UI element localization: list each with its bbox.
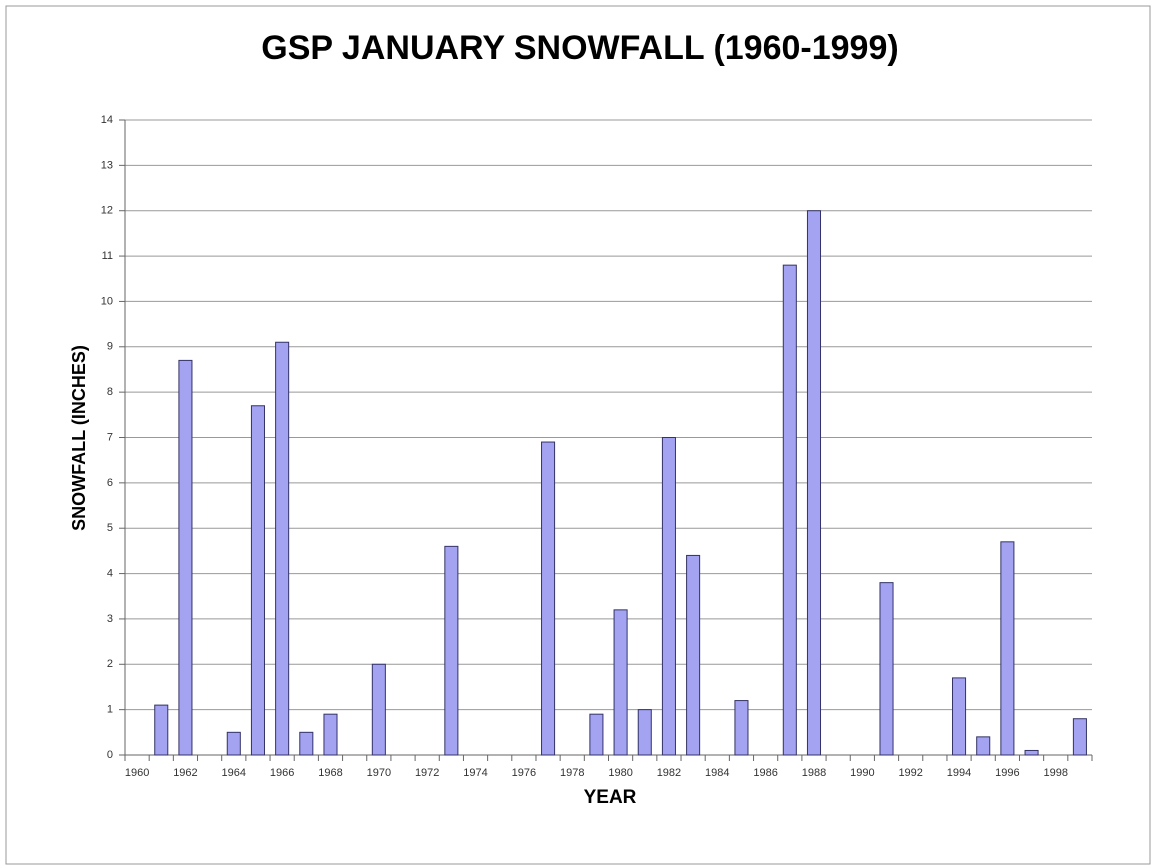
frame (5, 5, 1151, 865)
y-tick-label: 3 (107, 613, 113, 625)
x-tick-label: 1992 (898, 767, 922, 779)
y-tick-label: 14 (101, 114, 113, 126)
x-tick-label: 1970 (367, 767, 391, 779)
y-tick-label: 9 (107, 341, 113, 353)
y-tick-label: 12 (101, 205, 113, 217)
bar (637, 709, 652, 756)
bar (371, 663, 386, 756)
bar (323, 713, 338, 756)
x-tick-label: 1974 (463, 767, 487, 779)
bar (1024, 749, 1039, 756)
y-tick-label: 7 (107, 431, 113, 443)
y-tick-label: 6 (107, 477, 113, 489)
bar (1072, 718, 1087, 756)
bar (589, 713, 604, 756)
bar (686, 554, 701, 756)
x-tick-label: 1978 (560, 767, 584, 779)
bar (444, 545, 459, 756)
x-tick-label: 1960 (125, 767, 149, 779)
y-tick-label: 1 (107, 704, 113, 716)
x-tick-label: 1984 (705, 767, 729, 779)
chart-title: GSP JANUARY SNOWFALL (1960-1999) (261, 29, 898, 67)
x-tick-label: 1972 (415, 767, 439, 779)
x-tick-label: 1998 (1043, 767, 1067, 779)
x-tick-label: 1982 (657, 767, 681, 779)
y-tick-label: 13 (101, 159, 113, 171)
y-tick-label: 4 (107, 567, 113, 579)
x-tick-label: 1980 (608, 767, 632, 779)
bar (299, 731, 314, 756)
bar (275, 341, 290, 756)
bar (734, 700, 749, 756)
y-tick-label: 2 (107, 658, 113, 670)
x-tick-label: 1990 (850, 767, 874, 779)
y-tick-label: 11 (102, 250, 113, 262)
y-axis-label: SNOWFALL (INCHES) (69, 345, 89, 531)
x-tick-label: 1966 (270, 767, 294, 779)
x-tick-label: 1976 (512, 767, 536, 779)
x-tick-label: 1996 (995, 767, 1019, 779)
x-tick-label: 1994 (947, 767, 971, 779)
y-tick-label: 10 (101, 295, 113, 307)
x-tick-label: 1968 (318, 767, 342, 779)
bar (1000, 541, 1015, 756)
x-axis-label: YEAR (584, 787, 637, 808)
bar (661, 437, 676, 756)
bar (952, 677, 967, 756)
bar (613, 609, 628, 756)
x-tick-label: 1988 (802, 767, 826, 779)
y-tick-label: 8 (107, 386, 113, 398)
y-tick-label: 5 (107, 522, 113, 534)
y-tick-label: 0 (107, 749, 113, 761)
bar (250, 405, 265, 756)
bar (226, 731, 241, 756)
bar (782, 264, 797, 756)
bar (154, 704, 169, 756)
bar (976, 736, 991, 756)
x-tick-label: 1962 (173, 767, 197, 779)
bar (879, 582, 894, 756)
bar (806, 210, 822, 756)
x-tick-label: 1964 (222, 767, 246, 779)
bar (541, 441, 556, 756)
bar (178, 359, 193, 756)
x-tick-label: 1986 (753, 767, 777, 779)
